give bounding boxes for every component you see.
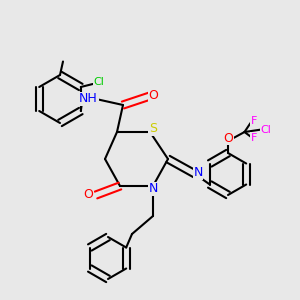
Text: F: F (251, 116, 257, 127)
Text: S: S (149, 122, 157, 136)
Text: O: O (149, 89, 158, 103)
Text: N: N (193, 166, 203, 179)
Text: Cl: Cl (93, 77, 104, 88)
Text: Cl: Cl (260, 124, 271, 135)
Text: O: O (84, 188, 93, 202)
Text: NH: NH (79, 92, 98, 106)
Text: N: N (148, 182, 158, 196)
Text: F: F (251, 133, 257, 143)
Text: O: O (223, 131, 233, 145)
